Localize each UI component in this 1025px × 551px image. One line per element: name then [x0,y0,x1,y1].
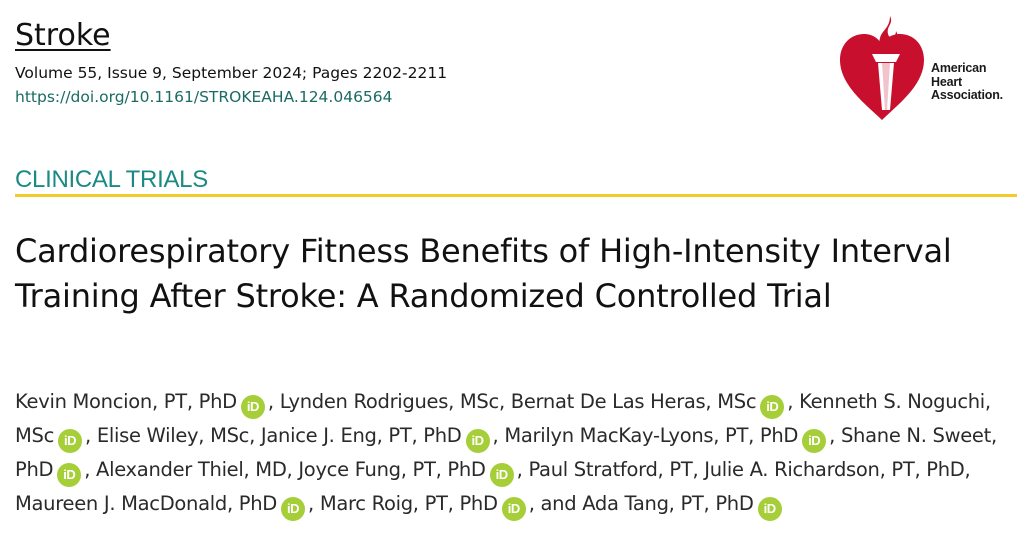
author-name[interactable]: Alexander Thiel, MD [96,458,287,481]
author-name[interactable]: Elise Wiley, MSc [96,424,250,447]
author-separator: , [267,390,280,413]
author-separator: , [787,390,800,413]
author-name[interactable]: Kenneth S. Noguchi, MSc [15,390,991,447]
author-separator: , [85,424,97,447]
author-name[interactable]: Joyce Fung, PT, PhD [298,458,486,481]
article-title: Cardiorespiratory Fitness Benefits of Hi… [15,232,952,315]
author-separator: , [829,424,841,447]
orcid-icon[interactable]: iD [760,395,785,419]
orcid-icon[interactable]: iD [757,497,782,521]
orcid-icon[interactable]: iD [57,463,82,487]
doi-link[interactable]: https://doi.org/10.1161/STROKEAHA.124.04… [15,88,393,106]
aha-logo[interactable]: American Heart Association. [838,16,1020,122]
orcid-icon[interactable]: iD [281,497,305,521]
orcid-icon[interactable]: iD [240,395,265,419]
author-name[interactable]: Janice J. Eng, PT, PhD [260,424,462,447]
author-name[interactable]: Julie A. Richardson, PT, PhD [704,458,965,481]
author-separator: , [308,492,320,515]
author-separator: , [516,458,529,481]
citation-info: Volume 55, Issue 9, September 2024; Page… [15,64,448,82]
heart-torch-icon [840,16,924,120]
journal-name-link[interactable]: Stroke [15,18,111,53]
section-heading: CLINICAL TRIALS [15,166,1017,197]
aha-wordmark: American Heart Association. [931,61,1003,103]
author-separator: , [84,458,97,481]
author-name[interactable]: Lynden Rodrigues, MSc [279,390,500,413]
author-separator: , and [528,492,583,515]
aha-wordmark-line: Association. [931,88,1003,102]
orcid-icon[interactable]: iD [489,463,514,487]
orcid-icon[interactable]: iD [465,429,490,453]
author-list: Kevin Moncion, PT, PhD iD, Lynden Rodrigu… [15,385,1019,521]
author-name[interactable]: Shane N. Sweet, PhD [15,424,997,481]
author-name[interactable]: Marc Roig, PT, PhD [319,492,498,515]
aha-wordmark-line: Heart [931,74,962,89]
author-separator: , [498,390,511,413]
aha-wordmark-line: American [931,61,987,75]
author-separator: , [692,458,705,481]
orcid-icon[interactable]: iD [58,429,83,453]
author-name[interactable]: Ada Tang, PT, PhD [582,492,754,515]
author-name[interactable]: Marilyn MacKay-Lyons, PT, PhD [504,424,799,447]
section-label: CLINICAL TRIALS [15,166,208,193]
author-separator: , [286,458,299,481]
author-separator: , [249,424,261,447]
author-name[interactable]: Maureen J. MacDonald, PhD [15,492,277,515]
author-name[interactable]: Kevin Moncion, PT, PhD [15,390,237,413]
author-separator: , [964,458,971,481]
orcid-icon[interactable]: iD [802,429,827,453]
author-separator: , [492,424,505,447]
orcid-icon[interactable]: iD [501,497,526,521]
author-name[interactable]: Bernat De Las Heras, MSc [510,390,757,413]
author-name[interactable]: Paul Stratford, PT [528,458,693,481]
